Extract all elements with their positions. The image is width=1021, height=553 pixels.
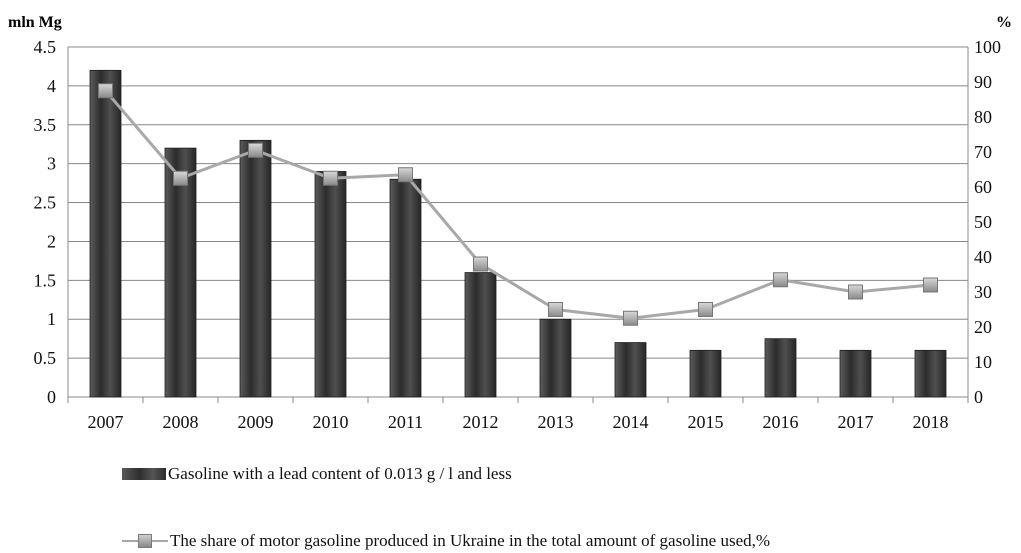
y-left-tick-label: 0 [47, 387, 56, 407]
y-right-tick-label: 40 [974, 247, 992, 267]
x-tick-label: 2016 [763, 412, 799, 432]
y-left-tick-label: 1.5 [34, 270, 57, 290]
legend-label-bar: Gasoline with a lead content of 0.013 g … [168, 464, 512, 483]
y-right-tick-label: 80 [974, 107, 992, 127]
chart: mln Mg % 0 0.5 1 1.5 2 2.5 3 3.5 4 4.5 0 10 20 30 40 5… [8, 14, 1012, 432]
bar [914, 349, 947, 398]
y-right-tick-label: 0 [974, 387, 983, 407]
line-point-marker [698, 302, 713, 317]
y-left-tick-label: 2 [47, 231, 56, 251]
y-left-tick-label: 2.5 [34, 193, 57, 213]
y-left-axis-title: mln Mg [8, 14, 62, 31]
y-left-tick-label: 0.5 [34, 348, 57, 368]
x-ticks: 2007 2008 2009 2010 2011 2012 2013 2014 2015 2016… [88, 412, 949, 432]
y-right-tick-label: 90 [974, 72, 992, 92]
legend-label-line: The share of motor gasoline produced in … [170, 531, 771, 550]
bar [89, 69, 122, 398]
x-tick-label: 2013 [538, 412, 574, 432]
legend-item-line: The share of motor gasoline produced in … [122, 529, 770, 553]
y-left-tick-label: 3.5 [34, 115, 57, 135]
bar [314, 171, 347, 398]
y-right-tick-label: 100 [974, 37, 1001, 57]
y-left-tick-label: 4 [47, 76, 56, 96]
y-right-tick-label: 60 [974, 177, 992, 197]
x-tick-label: 2008 [163, 412, 199, 432]
x-tick-label: 2012 [463, 412, 499, 432]
x-tick-label: 2015 [688, 412, 724, 432]
y-right-tick-label: 10 [974, 352, 992, 372]
x-tick-label: 2009 [238, 412, 274, 432]
y-left-ticks: 0 0.5 1 1.5 2 2.5 3 3.5 4 4.5 [34, 37, 57, 407]
line-swatch [122, 533, 168, 549]
y-right-axis-title: % [996, 14, 1012, 31]
line-point-marker [848, 284, 863, 300]
y-right-ticks: 0 10 20 30 40 50 60 70 80 90 100 [974, 37, 1001, 407]
bar [689, 349, 722, 398]
line-point-marker [473, 256, 488, 272]
y-left-tick-label: 1 [47, 309, 56, 329]
line-point-marker [98, 83, 113, 99]
line-point-marker [548, 302, 563, 317]
bar [539, 318, 572, 398]
bar [839, 349, 872, 398]
legend-item-bar: Gasoline with a lead content of 0.013 g … [122, 462, 770, 486]
x-tick-label: 2017 [838, 412, 874, 432]
x-tick-label: 2010 [313, 412, 349, 432]
x-tick-label: 2018 [913, 412, 949, 432]
y-right-tick-label: 50 [974, 212, 992, 232]
bar [614, 342, 647, 398]
line-point-marker [923, 277, 938, 293]
series-line [104, 89, 931, 320]
bar [239, 139, 272, 398]
line-point-marker [173, 170, 188, 186]
line-point-marker [398, 167, 413, 183]
y-right-tick-label: 20 [974, 317, 992, 337]
bar [764, 338, 797, 398]
line-series [98, 83, 938, 326]
x-tick-label: 2014 [613, 412, 649, 432]
y-left-tick-label: 4.5 [34, 37, 57, 57]
bar-swatch [122, 468, 166, 480]
line-point-marker [623, 310, 638, 326]
legend: Gasoline with a lead content of 0.013 g … [122, 462, 770, 553]
grid-lines [67, 46, 969, 403]
y-right-tick-label: 70 [974, 142, 992, 162]
bar-series [89, 69, 947, 398]
x-tick-label: 2011 [388, 412, 423, 432]
line-point-marker [323, 170, 338, 186]
x-tick-label: 2007 [88, 412, 124, 432]
bar [389, 178, 422, 398]
y-left-tick-label: 3 [47, 154, 56, 174]
bar [464, 272, 497, 398]
line-point-marker [773, 272, 788, 288]
bar [164, 147, 197, 398]
y-right-tick-label: 30 [974, 282, 992, 302]
line-point-marker [248, 142, 263, 158]
